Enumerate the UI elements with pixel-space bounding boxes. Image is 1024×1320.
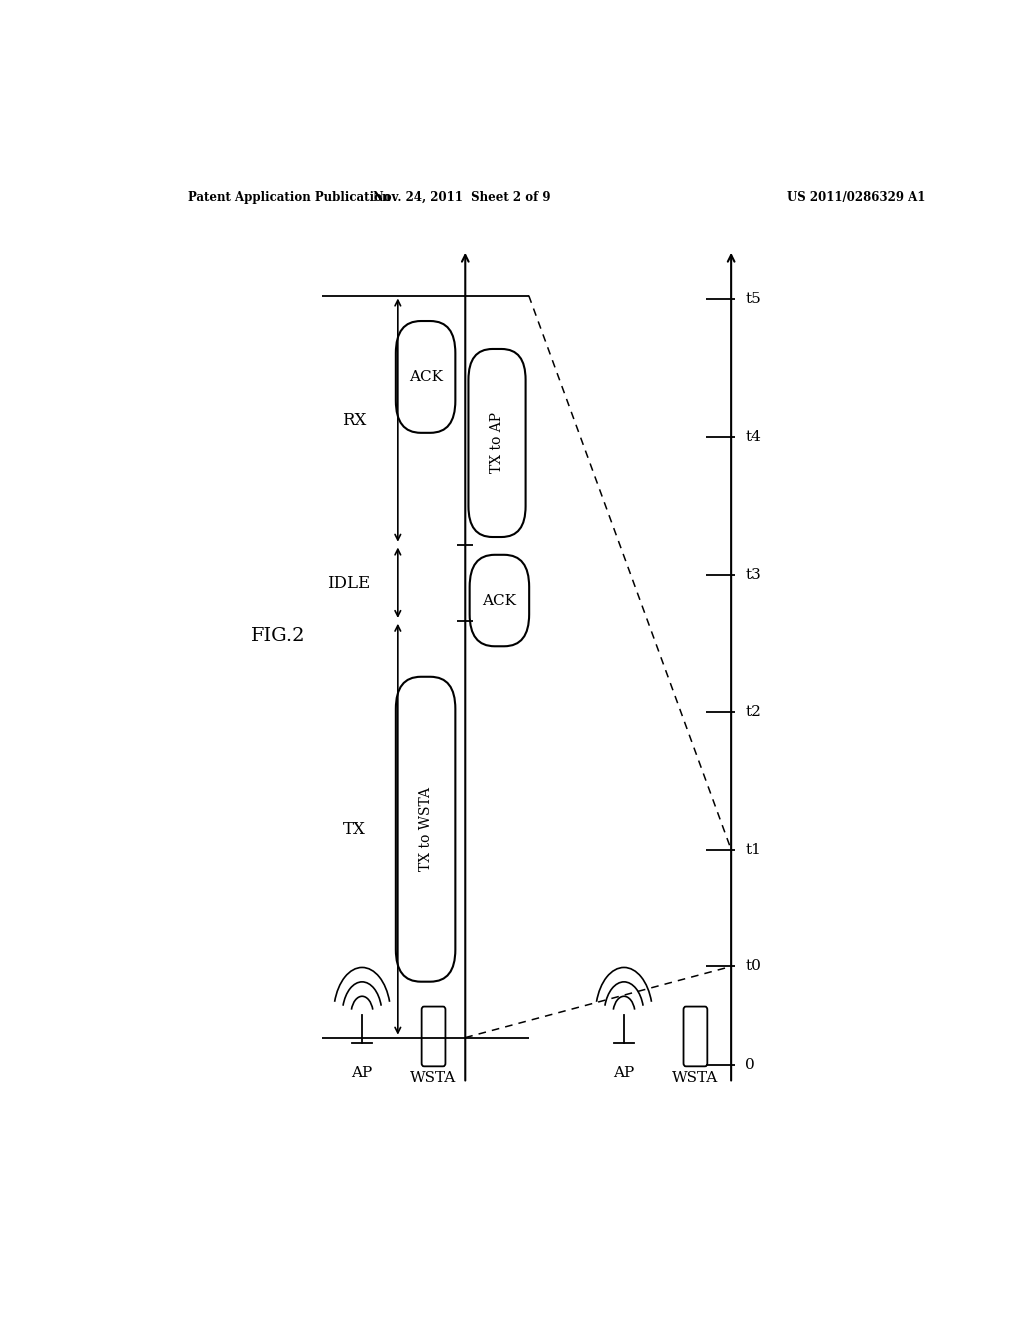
- Text: WSTA: WSTA: [673, 1072, 719, 1085]
- Text: Patent Application Publication: Patent Application Publication: [187, 190, 390, 203]
- FancyBboxPatch shape: [422, 1007, 445, 1067]
- Text: t0: t0: [745, 960, 761, 973]
- Text: AP: AP: [351, 1067, 373, 1080]
- Text: AP: AP: [613, 1067, 635, 1080]
- Text: t3: t3: [745, 568, 761, 582]
- FancyBboxPatch shape: [684, 1007, 708, 1067]
- Text: t1: t1: [745, 842, 761, 857]
- Text: TX to WSTA: TX to WSTA: [419, 787, 432, 871]
- Text: TX to AP: TX to AP: [490, 412, 504, 474]
- Text: US 2011/0286329 A1: US 2011/0286329 A1: [786, 190, 925, 203]
- Text: FIG.2: FIG.2: [251, 627, 305, 645]
- Text: ACK: ACK: [409, 370, 442, 384]
- Text: ACK: ACK: [482, 594, 516, 607]
- FancyBboxPatch shape: [396, 677, 456, 982]
- Text: 0: 0: [745, 1059, 755, 1072]
- Text: Nov. 24, 2011  Sheet 2 of 9: Nov. 24, 2011 Sheet 2 of 9: [373, 190, 550, 203]
- FancyBboxPatch shape: [470, 554, 529, 647]
- Text: t2: t2: [745, 705, 761, 719]
- Text: RX: RX: [342, 412, 367, 429]
- FancyBboxPatch shape: [396, 321, 456, 433]
- Text: TX: TX: [343, 821, 366, 838]
- Text: IDLE: IDLE: [327, 574, 371, 591]
- Text: t5: t5: [745, 292, 761, 306]
- Text: t4: t4: [745, 430, 761, 444]
- FancyBboxPatch shape: [468, 348, 525, 537]
- Text: WSTA: WSTA: [411, 1072, 457, 1085]
